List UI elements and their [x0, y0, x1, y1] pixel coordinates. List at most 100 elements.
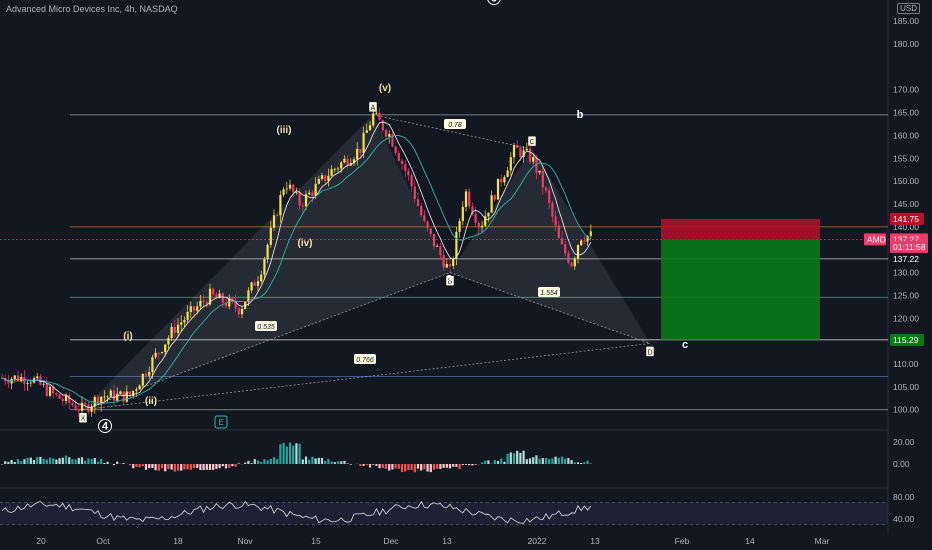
- macd-bar: [420, 464, 423, 471]
- macd-bar: [295, 443, 298, 464]
- price-tick-label: 130.00: [893, 268, 919, 278]
- rsi-tick-label: 40.00: [893, 514, 915, 524]
- macd-bar: [231, 464, 234, 467]
- macd-bar: [522, 450, 525, 464]
- candle-body: [93, 396, 96, 407]
- macd-bar: [580, 462, 583, 464]
- candle-body: [132, 391, 135, 397]
- candle-body: [122, 391, 125, 402]
- candle-body: [80, 402, 84, 411]
- macd-bar: [308, 459, 311, 464]
- time-tick-label: Dec: [383, 536, 399, 546]
- candle-body: [141, 373, 144, 386]
- macd-bar: [93, 458, 96, 464]
- macd-bar: [269, 459, 272, 464]
- candle-body: [276, 215, 279, 217]
- macd-bar: [36, 457, 39, 464]
- candle-body: [52, 387, 55, 394]
- macd-bar: [112, 464, 116, 466]
- macd-bar: [439, 464, 442, 469]
- price-tick-label: 140.00: [893, 222, 919, 232]
- candle-body: [90, 406, 93, 412]
- macd-bar: [413, 464, 416, 473]
- macd-bar: [100, 458, 103, 464]
- macd-bar: [426, 464, 429, 472]
- candle-body: [192, 306, 196, 311]
- macd-bar: [52, 458, 55, 464]
- macd-bar: [461, 464, 464, 465]
- macd-bar: [202, 464, 205, 471]
- candle-body: [362, 132, 365, 153]
- macd-bar: [196, 464, 199, 468]
- candle-body: [84, 402, 87, 405]
- macd-bar: [253, 459, 256, 464]
- macd-bar: [292, 445, 295, 464]
- candle-body: [336, 168, 340, 170]
- candle-body: [503, 176, 506, 183]
- candle-body: [490, 195, 493, 213]
- macd-bar: [7, 461, 10, 464]
- macd-bar: [122, 463, 125, 464]
- macd-bar: [304, 456, 308, 464]
- candle-body: [372, 113, 375, 126]
- candle-body: [464, 191, 468, 207]
- macd-bar: [538, 458, 541, 464]
- candle-body: [253, 282, 256, 286]
- price-tick-label: 165.00: [893, 108, 919, 118]
- macd-bar: [192, 464, 196, 469]
- wave-label: c: [682, 339, 688, 351]
- candle-body: [173, 326, 176, 333]
- macd-bar: [464, 464, 468, 465]
- candle-body: [388, 134, 391, 137]
- macd-bar: [87, 458, 90, 464]
- price-tag-bg: [864, 233, 886, 246]
- candle-body: [528, 149, 532, 162]
- candle-body: [458, 221, 461, 232]
- candle-body: [196, 306, 199, 311]
- candle-body: [138, 385, 141, 390]
- price-tick-label: 155.00: [893, 153, 919, 163]
- macd-bar: [74, 459, 77, 464]
- candle-body: [400, 160, 404, 165]
- candle-body: [128, 391, 132, 397]
- candle-body: [375, 112, 378, 114]
- macd-bar: [487, 460, 490, 464]
- macd-bar: [13, 462, 16, 464]
- macd-bar: [416, 464, 420, 469]
- candle-body: [144, 373, 148, 376]
- ratio-bg: [444, 119, 466, 129]
- macd-bar: [48, 457, 52, 464]
- macd-bar: [32, 460, 36, 464]
- macd-bar: [141, 464, 144, 467]
- macd-bar: [378, 464, 381, 469]
- candle-body: [48, 387, 52, 396]
- macd-bar: [151, 464, 154, 469]
- macd-bar: [320, 457, 324, 464]
- candle-body: [96, 396, 100, 405]
- candle-body: [436, 246, 439, 247]
- earnings-marker: E: [214, 415, 228, 429]
- moving-averages: [1, 121, 592, 409]
- macd-bar: [560, 456, 564, 464]
- macd-bar: [506, 453, 509, 464]
- macd-bar: [263, 459, 266, 464]
- candle-body: [234, 301, 237, 309]
- candle-body: [352, 159, 356, 163]
- point-box: [527, 135, 537, 147]
- candle-body: [487, 212, 490, 217]
- macd-bar: [260, 461, 263, 464]
- candle-body: [10, 378, 13, 384]
- macd-bar: [583, 462, 586, 464]
- candle-body: [394, 146, 397, 154]
- candle-body: [327, 175, 330, 181]
- candle-body: [279, 194, 282, 216]
- candle-body: [509, 157, 512, 171]
- ratio-label: 1.554: [540, 290, 558, 297]
- macd-bar: [388, 464, 391, 471]
- candle-body: [167, 337, 170, 345]
- macd-bar: [519, 452, 522, 464]
- candle-body: [333, 168, 336, 170]
- candle-body: [532, 157, 535, 162]
- candle-body: [368, 125, 372, 131]
